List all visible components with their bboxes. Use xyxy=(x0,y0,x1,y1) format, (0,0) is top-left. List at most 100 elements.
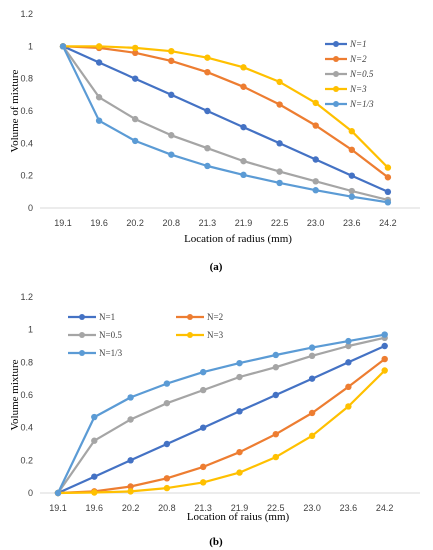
data-point xyxy=(240,123,247,131)
data-point xyxy=(127,488,134,495)
data-point xyxy=(204,144,211,152)
data-point xyxy=(384,174,392,181)
series-line xyxy=(57,344,386,495)
series-line xyxy=(57,333,385,494)
data-point xyxy=(200,386,207,394)
y-tick-label: 0 xyxy=(28,488,33,498)
data-point xyxy=(312,187,319,194)
y-tick-label: 1.2 xyxy=(20,292,33,302)
data-point xyxy=(312,156,319,163)
legend-marker xyxy=(333,56,339,62)
data-point xyxy=(345,403,352,410)
data-point xyxy=(95,43,103,50)
legend-label: N=1 xyxy=(99,312,115,322)
panel-caption: (a) xyxy=(210,261,223,273)
data-point xyxy=(308,432,316,440)
data-point xyxy=(308,344,316,351)
x-tick-label: 23.0 xyxy=(303,503,321,513)
data-point xyxy=(384,188,392,196)
panel-caption: (b) xyxy=(209,536,223,548)
y-tick-label: 0.4 xyxy=(20,423,33,433)
data-point xyxy=(95,94,103,101)
data-point xyxy=(127,416,134,423)
data-point xyxy=(384,164,392,171)
x-tick-label: 21.3 xyxy=(194,503,212,513)
data-point xyxy=(348,172,355,179)
data-point xyxy=(132,115,139,123)
y-tick-label: 1.2 xyxy=(20,9,33,19)
data-point xyxy=(132,137,139,145)
x-tick-label: 21.3 xyxy=(199,218,217,228)
legend-marker xyxy=(333,71,339,77)
data-point xyxy=(272,364,279,371)
data-point xyxy=(240,64,247,71)
data-point xyxy=(276,168,283,175)
data-point xyxy=(381,355,388,363)
y-tick-label: 0.8 xyxy=(20,357,33,367)
x-tick-label: 21.9 xyxy=(231,503,249,513)
data-point xyxy=(132,75,139,82)
legend-marker xyxy=(79,314,85,320)
legend-label: N=2 xyxy=(207,312,223,322)
legend-marker xyxy=(333,86,339,92)
data-point xyxy=(163,380,171,387)
data-point xyxy=(168,132,175,139)
data-point xyxy=(236,448,243,456)
chart-panel-2: 0 0.2 0.4 0.6 0.8 1 1.2 19.1 19.6 20.2 20.8 21.3 21.… xyxy=(9,292,420,548)
x-tick-label: 19.6 xyxy=(90,218,108,228)
data-point xyxy=(168,151,175,158)
series-line xyxy=(62,45,389,179)
y-tick-label: 0.2 xyxy=(20,455,33,465)
data-point xyxy=(272,431,279,438)
data-point xyxy=(348,187,355,195)
legend-marker xyxy=(333,41,339,47)
data-point xyxy=(312,178,319,185)
data-point xyxy=(276,179,283,187)
data-point xyxy=(345,383,352,391)
x-tick-label: 23.6 xyxy=(343,218,361,228)
legend-marker xyxy=(79,350,85,356)
data-point xyxy=(132,44,139,52)
x-tick-label: 20.8 xyxy=(158,503,176,513)
y-tick-label: 0.4 xyxy=(20,138,33,148)
data-point xyxy=(236,373,243,381)
y-tick-label: 1 xyxy=(28,325,33,335)
data-point xyxy=(381,367,388,374)
x-tick-label: 23.0 xyxy=(307,218,325,228)
series-line xyxy=(62,45,389,204)
data-point xyxy=(348,128,355,135)
x-tick-label: 21.9 xyxy=(235,218,253,228)
data-point xyxy=(204,162,211,170)
data-point xyxy=(345,342,352,350)
data-point xyxy=(236,359,243,367)
y-tick-label: 0.2 xyxy=(20,171,33,181)
data-point xyxy=(236,469,243,476)
data-point xyxy=(276,78,283,86)
legend-label: N=0.5 xyxy=(99,330,122,340)
data-point xyxy=(240,157,247,165)
series-line xyxy=(57,336,385,494)
data-point xyxy=(200,479,207,486)
y-tick-label: 0.6 xyxy=(20,390,33,400)
x-tick-label: 23.6 xyxy=(340,503,358,513)
y-axis-label: Volume of mixture xyxy=(9,69,21,152)
x-tick-label: 20.2 xyxy=(122,503,140,513)
data-point xyxy=(345,337,352,345)
series-line xyxy=(57,358,386,495)
data-point xyxy=(163,399,171,407)
legend-label: N=0.5 xyxy=(349,69,374,79)
legend-label: N=3 xyxy=(207,330,224,340)
x-tick-label: 20.2 xyxy=(126,218,144,228)
data-point xyxy=(91,473,98,480)
x-tick-label: 24.2 xyxy=(379,218,397,228)
data-point xyxy=(95,117,103,124)
x-tick-label: 19.1 xyxy=(54,218,72,228)
data-point xyxy=(200,463,207,471)
data-point xyxy=(168,47,175,55)
y-tick-label: 0 xyxy=(28,203,33,213)
data-point xyxy=(272,391,279,399)
legend-marker xyxy=(79,332,85,338)
y-tick-label: 1 xyxy=(28,41,33,51)
data-point xyxy=(91,437,98,444)
series-line xyxy=(63,45,389,169)
